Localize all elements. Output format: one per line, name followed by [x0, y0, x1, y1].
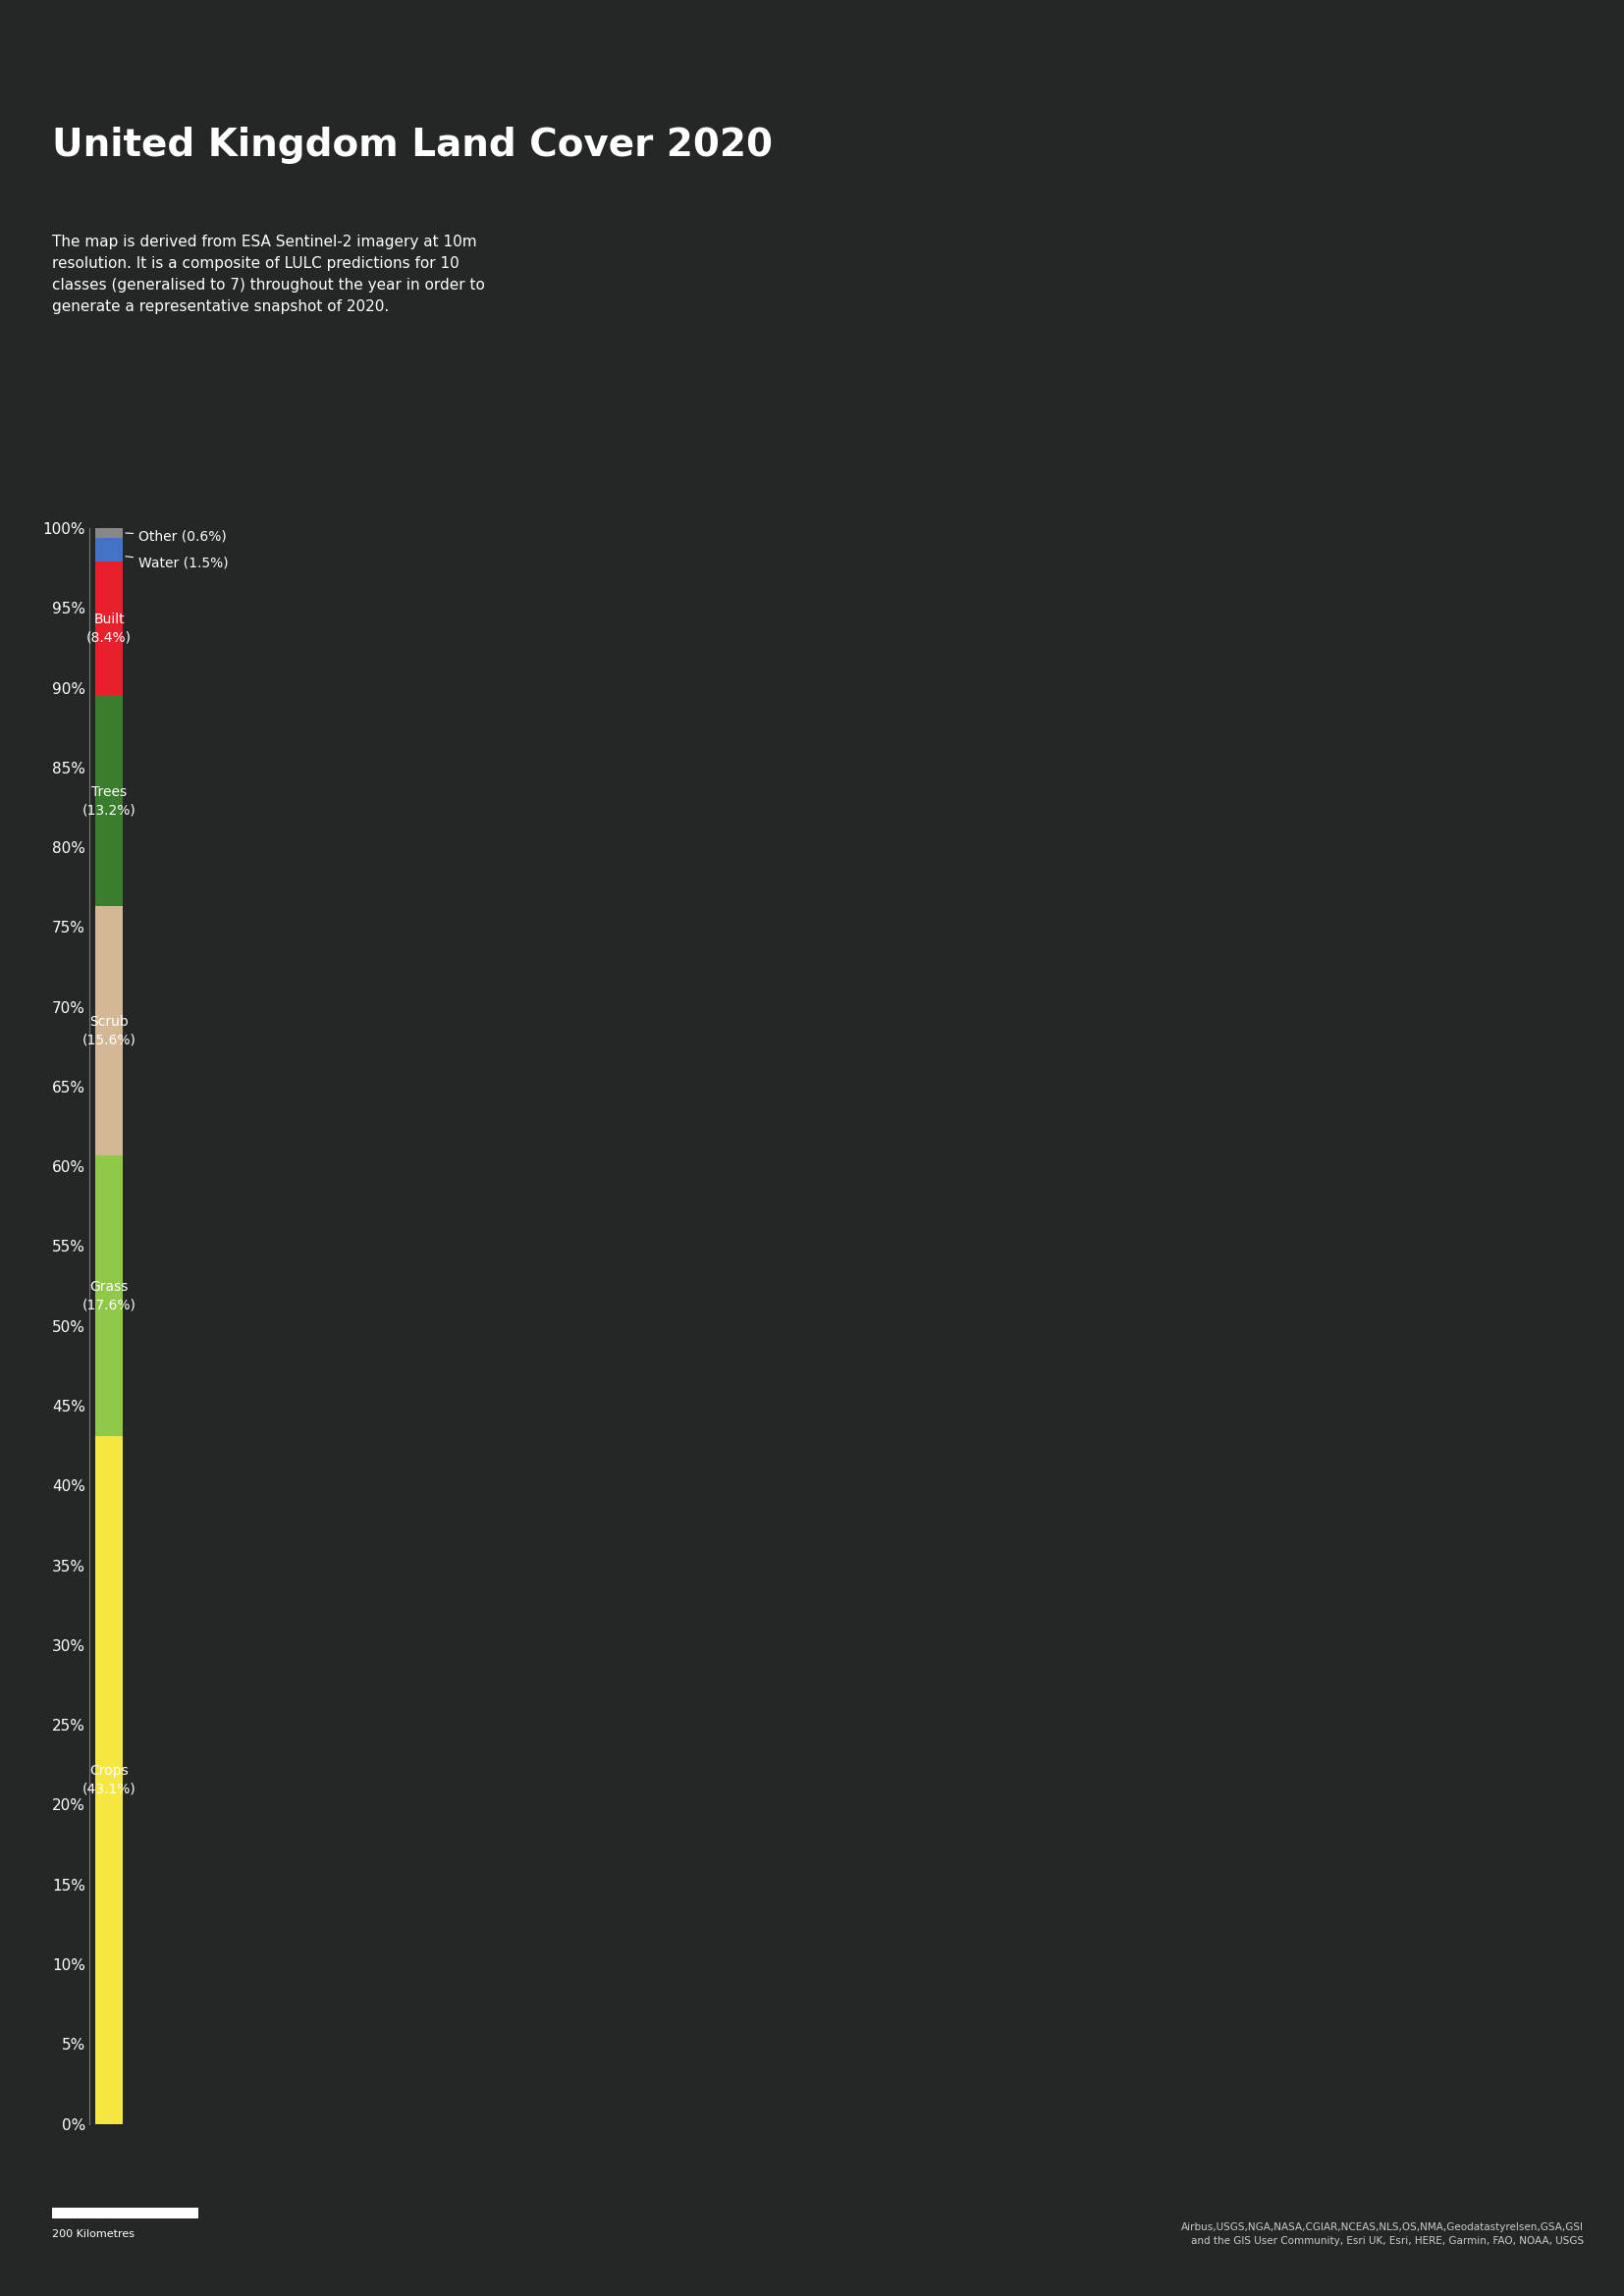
Text: Scrub
(15.6%): Scrub (15.6%) [83, 1015, 136, 1047]
Text: Built
(8.4%): Built (8.4%) [86, 613, 132, 645]
Text: The map is derived from ESA Sentinel-2 imagery at 10m
resolution. It is a compos: The map is derived from ESA Sentinel-2 i… [52, 234, 486, 315]
Bar [96, 537, 123, 563]
Text: Crops
(43.1%): Crops (43.1%) [83, 1763, 136, 1795]
Bar [96, 907, 123, 1155]
Text: United Kingdom Land Cover 2020: United Kingdom Land Cover 2020 [52, 126, 773, 163]
Bar [96, 563, 123, 696]
Text: 200 Kilometres: 200 Kilometres [52, 2229, 135, 2239]
Text: Grass
(17.6%): Grass (17.6%) [83, 1279, 136, 1311]
Bar [96, 1435, 123, 2124]
Text: Trees
(13.2%): Trees (13.2%) [83, 785, 136, 817]
Text: Water (1.5%): Water (1.5%) [125, 556, 229, 569]
Text: Other (0.6%): Other (0.6%) [125, 528, 227, 542]
Text: Airbus,USGS,NGA,NASA,CGIAR,NCEAS,NLS,OS,NMA,Geodatastyrelsen,GSA,GSI
and the GIS: Airbus,USGS,NGA,NASA,CGIAR,NCEAS,NLS,OS,… [1181, 2223, 1583, 2245]
Bar [96, 696, 123, 907]
Bar [96, 1155, 123, 1435]
Bar [52, 2206, 198, 2218]
Bar [96, 528, 123, 537]
